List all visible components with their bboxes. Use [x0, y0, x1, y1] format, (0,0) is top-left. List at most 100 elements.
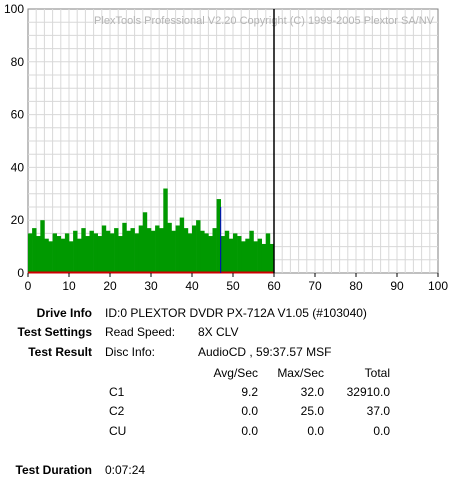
c1-bar	[224, 230, 230, 273]
read-speed-label: Read Speed:	[105, 325, 176, 339]
c1-bar	[77, 238, 82, 273]
x-tick-label: 70	[308, 279, 322, 293]
c1-bar	[56, 236, 62, 273]
y-axis-ticks: 0 20 40 60 80 100	[4, 2, 24, 280]
y-tick-label: 100	[4, 2, 24, 16]
test-result-label: Test Result	[28, 345, 92, 359]
x-tick-label: 30	[144, 279, 158, 293]
c1-bar	[134, 233, 139, 273]
c1-bar	[237, 236, 242, 273]
c1-bar	[28, 233, 33, 273]
x-tick-label: 50	[226, 279, 240, 293]
c1-bars	[28, 188, 275, 273]
c1-bar	[81, 228, 86, 273]
test-duration-label: Test Duration	[15, 463, 92, 477]
y-tick-label: 0	[17, 266, 24, 280]
watermark-text: PlexTools Professional V2.20 Copyright (…	[94, 15, 435, 27]
c1-bar	[52, 233, 57, 273]
x-axis-ticks: 0 10 20 30 40 50 60 70 80 90 100	[25, 273, 448, 293]
c1-bar	[159, 228, 164, 273]
c1-bar	[32, 228, 37, 273]
c1-bar	[220, 236, 226, 273]
c1-bar	[196, 220, 201, 273]
c1-bar	[253, 241, 258, 273]
c1-bar	[265, 233, 271, 273]
c1-bar	[171, 230, 176, 273]
header-max: Max/Sec	[277, 366, 324, 380]
c1-bar	[192, 225, 197, 273]
x-tick-label: 60	[267, 279, 281, 293]
c1-avg: 9.2	[241, 385, 258, 399]
c1-bar	[110, 233, 115, 273]
test-duration-value: 0:07:24	[105, 463, 146, 477]
c1-bar	[97, 236, 103, 273]
c1-bar	[85, 236, 90, 273]
disc-info-value: AudioCD , 59:37.57 MSF	[198, 345, 332, 359]
c1-bar	[69, 241, 74, 273]
c1-bar	[73, 230, 78, 273]
disc-info-label: Disc Info:	[105, 345, 156, 359]
c1-bar	[151, 230, 156, 273]
c1-bar	[200, 230, 205, 273]
c1-bar	[118, 236, 123, 273]
c1-bar	[228, 238, 234, 273]
chart-markers	[28, 9, 275, 274]
cu-total: 0.0	[373, 424, 390, 438]
x-tick-label: 100	[428, 279, 448, 293]
x-tick-label: 10	[62, 279, 76, 293]
c1-bar	[89, 230, 94, 273]
c1-bar	[216, 199, 221, 273]
c1-bar	[233, 233, 238, 273]
c1-bar	[44, 238, 49, 273]
read-speed-value: 8X CLV	[198, 325, 239, 339]
c2-avg: 0.0	[241, 404, 258, 418]
c1-bar	[212, 228, 217, 273]
c1-bar	[245, 238, 250, 273]
c1-bar	[142, 212, 148, 273]
c1-bar	[48, 241, 53, 273]
c1-bar	[208, 236, 213, 273]
y-tick-label: 20	[11, 213, 25, 227]
c1-bar	[101, 225, 107, 273]
c1-bar	[257, 238, 262, 273]
row-name-c1: C1	[109, 385, 125, 399]
c1-bar	[126, 230, 131, 273]
y-tick-label: 80	[11, 55, 25, 69]
c2-max: 25.0	[300, 404, 324, 418]
x-tick-label: 80	[349, 279, 363, 293]
c1-bar	[269, 243, 275, 273]
c1-bar	[105, 230, 111, 273]
c1-bar	[60, 238, 66, 273]
row-name-c2: C2	[109, 404, 125, 418]
c1-bar	[175, 225, 180, 273]
row-name-cu: CU	[109, 424, 127, 438]
c1-bar	[204, 233, 209, 273]
x-tick-label: 20	[103, 279, 117, 293]
header-total: Total	[364, 366, 390, 380]
header-avg: Avg/Sec	[213, 366, 258, 380]
y-tick-label: 60	[11, 108, 25, 122]
c1-bar	[138, 225, 144, 273]
c2-total: 37.0	[366, 404, 390, 418]
c1-bar	[261, 243, 267, 273]
error-rate-chart: PlexTools Professional V2.20 Copyright (…	[4, 2, 448, 293]
c1-bar	[249, 230, 254, 273]
drive-info-value: ID:0 PLEXTOR DVDR PX-712A V1.05 (#103040…	[105, 306, 367, 320]
c1-total: 32910.0	[346, 385, 390, 399]
y-tick-label: 40	[11, 160, 25, 174]
c1-bar	[167, 222, 172, 273]
test-settings-label: Test Settings	[17, 325, 92, 339]
x-tick-label: 40	[185, 279, 199, 293]
cu-avg: 0.0	[241, 424, 258, 438]
c1-bar	[64, 233, 70, 273]
c1-bar	[146, 228, 152, 273]
c1-bar	[130, 228, 135, 273]
c1-bar	[93, 233, 98, 273]
c1-bar	[155, 225, 160, 273]
cu-max: 0.0	[307, 424, 324, 438]
c1-bar	[187, 233, 193, 273]
c1-bar	[241, 241, 246, 273]
c1-bar	[36, 236, 41, 273]
c1-bar	[163, 188, 168, 273]
c1-bar	[114, 228, 119, 273]
